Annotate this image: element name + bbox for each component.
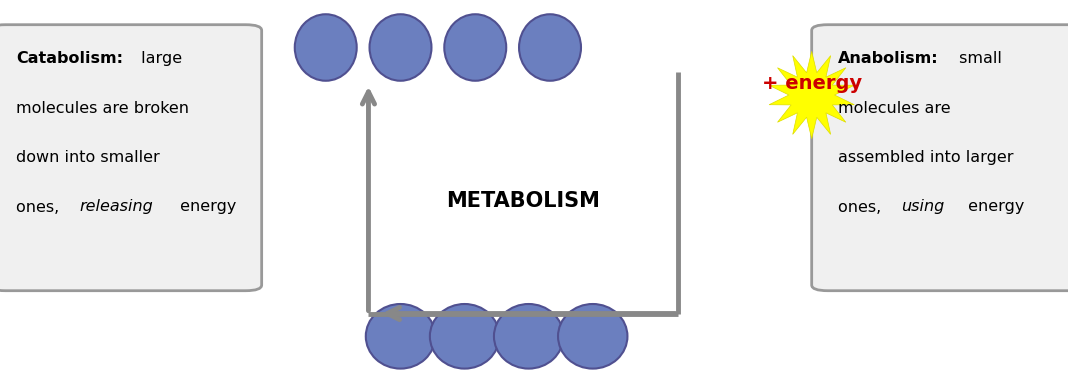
Text: METABOLISM: METABOLISM — [446, 192, 600, 211]
Text: energy: energy — [963, 200, 1024, 214]
Ellipse shape — [493, 304, 564, 369]
FancyBboxPatch shape — [812, 25, 1068, 291]
Text: ones,: ones, — [838, 200, 886, 214]
FancyBboxPatch shape — [0, 25, 262, 291]
Ellipse shape — [519, 14, 581, 81]
Text: Catabolism:: Catabolism: — [16, 51, 123, 66]
Text: molecules are broken: molecules are broken — [16, 101, 189, 116]
Text: Anabolism:: Anabolism: — [838, 51, 939, 66]
Ellipse shape — [365, 304, 436, 369]
Text: small: small — [954, 51, 1002, 66]
Text: + energy: + energy — [761, 74, 862, 93]
Text: large: large — [136, 51, 182, 66]
Ellipse shape — [557, 304, 628, 369]
Ellipse shape — [429, 304, 499, 369]
Polygon shape — [769, 51, 854, 139]
Text: molecules are: molecules are — [838, 101, 951, 116]
Text: down into smaller: down into smaller — [16, 150, 160, 165]
Text: assembled into larger: assembled into larger — [838, 150, 1014, 165]
Ellipse shape — [370, 14, 431, 81]
Text: ones,: ones, — [16, 200, 64, 214]
Text: using: using — [901, 200, 944, 214]
Text: energy: energy — [175, 200, 236, 214]
Ellipse shape — [295, 14, 357, 81]
Text: releasing: releasing — [79, 200, 153, 214]
Ellipse shape — [444, 14, 506, 81]
